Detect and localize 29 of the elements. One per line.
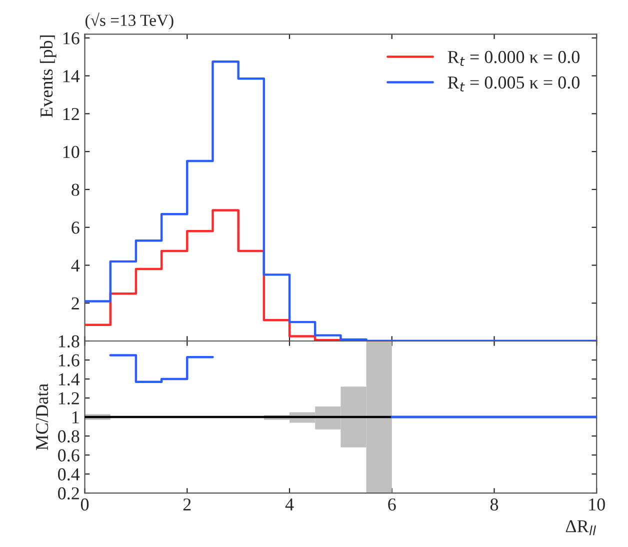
y-tick-label: 12 xyxy=(63,108,79,120)
y-tick-label: 16 xyxy=(63,32,80,44)
y-tick-label: 10 xyxy=(63,146,80,158)
y-tick-label: 6 xyxy=(72,222,80,234)
y-tick-label: 8 xyxy=(72,184,80,196)
x-tick-label: 2 xyxy=(183,498,191,510)
y-axis-title: MC/Data xyxy=(36,384,48,450)
legend-label: R$_{t}$ = 0.000 κ = 0.0 xyxy=(448,50,580,66)
y-tick-label: 1.2 xyxy=(58,392,79,405)
y-tick-label: 2 xyxy=(72,297,79,310)
chart-title: (√s =13 TeV) xyxy=(86,12,174,30)
x-tick-label: 10 xyxy=(589,498,605,511)
y-tick-label: 4 xyxy=(71,260,80,272)
y-tick-label: 0.8 xyxy=(58,430,80,443)
x-tick-label: 4 xyxy=(285,498,294,510)
y-tick-label: 0.6 xyxy=(58,449,80,462)
x-axis-title: ΔR$_{ll}$ xyxy=(566,520,596,536)
y-tick-label: 1 xyxy=(72,411,79,424)
x-tick-label: 0 xyxy=(80,498,89,511)
legend-label: R$_{t}$ = 0.005 κ = 0.0 xyxy=(448,76,580,92)
y-tick-label: 0.4 xyxy=(58,468,80,481)
y-tick-label: 0.2 xyxy=(58,487,79,500)
x-tick-label: 8 xyxy=(490,498,498,511)
y-tick-label: 1.6 xyxy=(58,354,80,367)
y-tick-label: 1.8 xyxy=(58,335,80,348)
y-tick-label: 1.4 xyxy=(58,373,80,386)
y-axis-title: Events [pb] xyxy=(40,35,56,118)
x-tick-label: 6 xyxy=(388,498,396,511)
y-tick-label: 14 xyxy=(63,70,80,82)
